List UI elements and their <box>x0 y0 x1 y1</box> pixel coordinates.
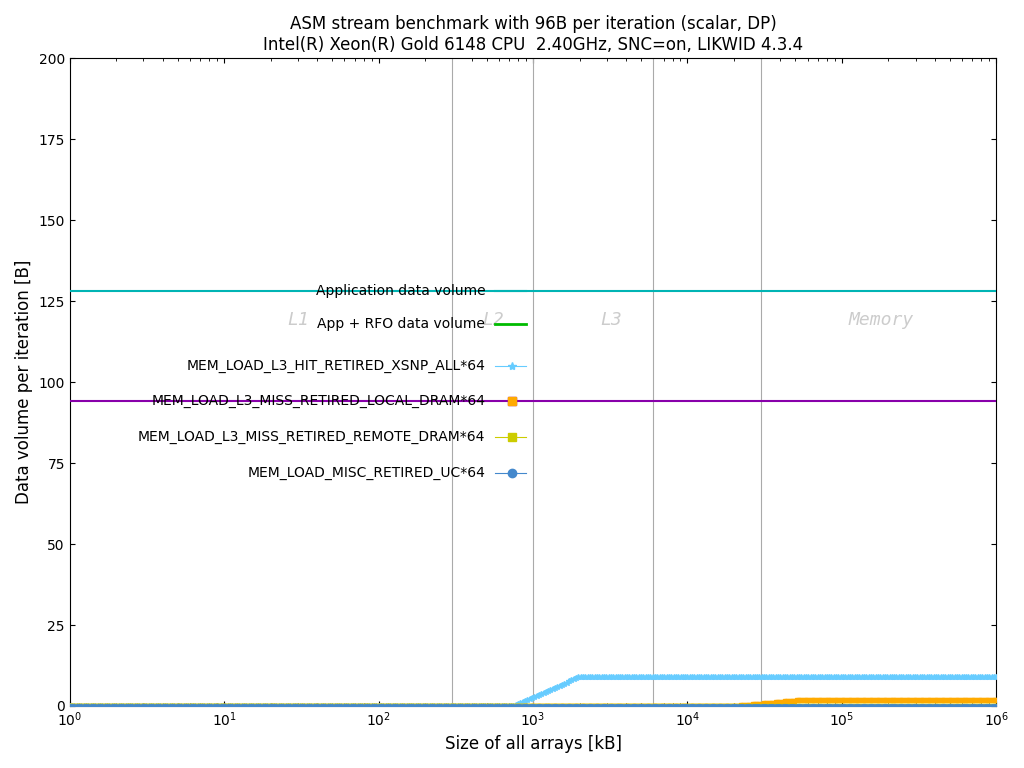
Text: MEM_LOAD_L3_HIT_RETIRED_XSNP_ALL*64: MEM_LOAD_L3_HIT_RETIRED_XSNP_ALL*64 <box>186 359 485 372</box>
Y-axis label: Data volume per iteration [B]: Data volume per iteration [B] <box>15 260 33 505</box>
Text: MEM_LOAD_L3_MISS_RETIRED_LOCAL_DRAM*64: MEM_LOAD_L3_MISS_RETIRED_LOCAL_DRAM*64 <box>152 395 485 409</box>
Text: MEM_LOAD_MISC_RETIRED_UC*64: MEM_LOAD_MISC_RETIRED_UC*64 <box>248 465 485 480</box>
Text: L3: L3 <box>600 311 622 329</box>
Text: Application data volume: Application data volume <box>315 284 485 298</box>
Text: Memory: Memory <box>849 311 914 329</box>
Text: L2: L2 <box>482 311 504 329</box>
X-axis label: Size of all arrays [kB]: Size of all arrays [kB] <box>444 735 622 753</box>
Text: L1: L1 <box>287 311 309 329</box>
Title: ASM stream benchmark with 96B per iteration (scalar, DP)
Intel(R) Xeon(R) Gold 6: ASM stream benchmark with 96B per iterat… <box>263 15 803 54</box>
Text: App + RFO data volume: App + RFO data volume <box>317 316 485 331</box>
Text: MEM_LOAD_L3_MISS_RETIRED_REMOTE_DRAM*64: MEM_LOAD_L3_MISS_RETIRED_REMOTE_DRAM*64 <box>138 430 485 444</box>
